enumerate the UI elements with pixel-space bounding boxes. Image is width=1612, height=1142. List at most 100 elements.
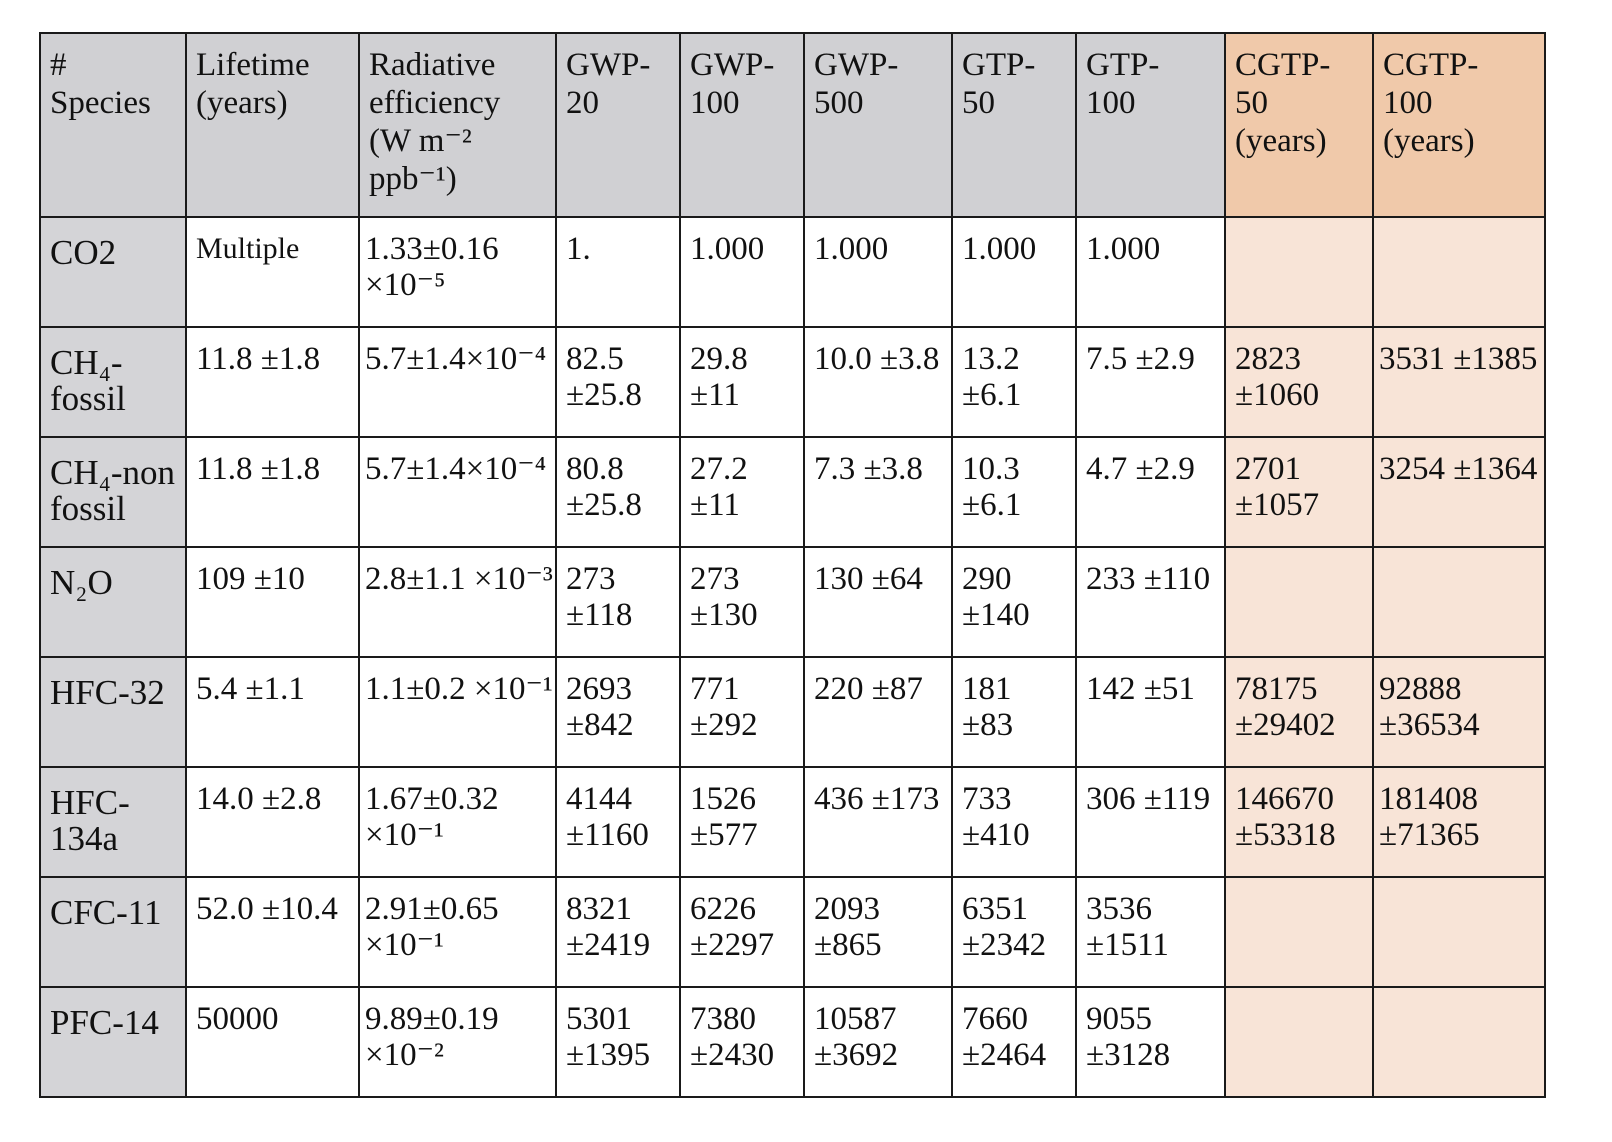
cell-cgtp-50: [1224, 986, 1374, 1098]
cell-line: 771: [690, 671, 740, 707]
cell-line: ×10⁻¹: [365, 927, 444, 963]
cell-line: 1.000: [690, 231, 765, 267]
cell-gtp-100: 142 ±51: [1075, 656, 1226, 768]
cell-gtp-100: 9055 ±3128: [1075, 986, 1226, 1098]
cell-gwp-500: 436 ±173: [803, 766, 953, 878]
cell-line: 1.000: [962, 231, 1037, 267]
cell-line: fossil: [50, 379, 126, 418]
cell-line: ±36534: [1379, 707, 1480, 743]
cell-line: ±410: [962, 817, 1030, 853]
cell-gtp-50: 6351 ±2342: [951, 876, 1077, 988]
cell-line: CO2: [50, 233, 117, 272]
cell-line: 7660: [962, 1001, 1028, 1037]
cell-gwp-100: 7380 ±2430: [679, 986, 805, 1098]
cell-line: 6226: [690, 891, 756, 927]
header-species: # Species: [39, 32, 187, 218]
header-line: GWP-: [814, 47, 899, 83]
header-line: CGTP-: [1383, 47, 1479, 83]
cell-line: ±1057: [1235, 487, 1320, 523]
cell-gtp-50: 10.3 ±6.1: [951, 436, 1077, 548]
cell-line: ±1511: [1086, 927, 1169, 963]
table-row: N₂O 109 ±10 2.8±1.1 ×10⁻³ 273 ±118 273 ±130 130…: [39, 546, 1546, 658]
cell-gwp-500: 7.3 ±3.8: [803, 436, 953, 548]
cell-gwp-500: 2093 ±865: [803, 876, 953, 988]
cell-line: 3536: [1086, 891, 1152, 927]
header-line: efficiency: [369, 85, 501, 121]
cell-line: ±2297: [690, 927, 775, 963]
cell-line: 273: [566, 561, 616, 597]
cell-line: PFC-14: [50, 1003, 159, 1042]
cell-line: 9.89±0.19: [365, 1001, 499, 1037]
cell-lifetime: 109 ±10: [185, 546, 360, 658]
cell-gwp-500: 1.000: [803, 216, 953, 328]
header-line: 100: [1086, 85, 1136, 121]
cell-line: 14.0 ±2.8: [196, 781, 322, 817]
header-line: (years): [196, 85, 288, 121]
cell-line: 29.8: [690, 341, 748, 377]
cell-species: CH₄-non fossil: [39, 436, 187, 548]
cell-line: ±25.8: [566, 487, 642, 523]
cell-line: N₂O: [50, 563, 113, 602]
table-row: PFC-14 50000 9.89±0.19 ×10⁻² 5301 ±1395 7380 ±2…: [39, 986, 1546, 1098]
cell-species: HFC- 134a: [39, 766, 187, 878]
cell-line: 436 ±173: [814, 781, 940, 817]
cell-line: ±1060: [1235, 377, 1320, 413]
cell-line: 10.0 ±3.8: [814, 341, 940, 377]
cell-gtp-50: 7660 ±2464: [951, 986, 1077, 1098]
cell-radiative-efficiency: 1.67±0.32 ×10⁻¹: [358, 766, 557, 878]
cell-species: CFC-11: [39, 876, 187, 988]
cell-line: 2693: [566, 671, 632, 707]
cell-gwp-100: 29.8 ±11: [679, 326, 805, 438]
cell-line: 1.000: [814, 231, 889, 267]
header-line: #: [50, 47, 67, 83]
cell-line: 78175: [1235, 671, 1318, 707]
table-body: CO2 Multiple 1.33±0.16 ×10⁻⁵ 1. 1.000 1.000 1.0…: [39, 216, 1546, 1098]
cell-line: 181: [962, 671, 1012, 707]
header-line: Lifetime: [196, 47, 310, 83]
cell-line: ±577: [690, 817, 758, 853]
cell-line: 7.3 ±3.8: [814, 451, 923, 487]
header-gwp-500: GWP- 500: [803, 32, 953, 218]
cell-line: ×10⁻¹: [365, 817, 444, 853]
cell-line: 306 ±119: [1086, 781, 1211, 817]
cell-line: 733: [962, 781, 1012, 817]
cell-line: 82.5: [566, 341, 624, 377]
cell-line: ±11: [690, 377, 740, 413]
header-line: 20: [566, 85, 599, 121]
header-line: (W m⁻²: [369, 123, 472, 159]
cell-line: 10587: [814, 1001, 897, 1037]
cell-radiative-efficiency: 2.91±0.65 ×10⁻¹: [358, 876, 557, 988]
table-row: CH₄-non fossil 11.8 ±1.8 5.7±1.4×10⁻⁴ 80.8 ±2…: [39, 436, 1546, 548]
cell-radiative-efficiency: 5.7±1.4×10⁻⁴: [358, 326, 557, 438]
cell-line: 2823: [1235, 341, 1301, 377]
cell-cgtp-50: [1224, 546, 1374, 658]
cell-line: ±1395: [566, 1037, 651, 1073]
header-radiative-efficiency: Radiative efficiency (W m⁻² ppb⁻¹): [358, 32, 557, 218]
cell-cgtp-50: 78175 ±29402: [1224, 656, 1374, 768]
header-line: ppb⁻¹): [369, 161, 457, 197]
cell-lifetime: 52.0 ±10.4: [185, 876, 360, 988]
cell-cgtp-100: 181408 ±71365: [1372, 766, 1546, 878]
header-line: (years): [1383, 123, 1475, 159]
cell-line: 2701: [1235, 451, 1301, 487]
cell-line: CH₄-non: [50, 453, 175, 492]
cell-gtp-50: 13.2 ±6.1: [951, 326, 1077, 438]
cell-line: 4.7 ±2.9: [1086, 451, 1195, 487]
cell-line: 6351: [962, 891, 1028, 927]
cell-line: 5.7±1.4×10⁻⁴: [365, 341, 547, 377]
table-row: HFC- 134a 14.0 ±2.8 1.67±0.32 ×10⁻¹ 4144 ±1160…: [39, 766, 1546, 878]
cell-gwp-100: 1.000: [679, 216, 805, 328]
table-row: CO2 Multiple 1.33±0.16 ×10⁻⁵ 1. 1.000 1.000 1.0…: [39, 216, 1546, 328]
cell-line: 92888: [1379, 671, 1462, 707]
cell-line: ±842: [566, 707, 634, 743]
cell-radiative-efficiency: 5.7±1.4×10⁻⁴: [358, 436, 557, 548]
cell-line: 109 ±10: [196, 561, 305, 597]
cell-line: ±3692: [814, 1037, 899, 1073]
header-cgtp-100: CGTP- 100 (years): [1372, 32, 1546, 218]
cell-line: HFC-: [50, 783, 130, 822]
cell-line: 5.4 ±1.1: [196, 671, 305, 707]
cell-line: 233 ±110: [1086, 561, 1211, 597]
cell-gtp-100: 3536 ±1511: [1075, 876, 1226, 988]
cell-cgtp-100: [1372, 546, 1546, 658]
cell-line: ×10⁻²: [365, 1037, 444, 1073]
